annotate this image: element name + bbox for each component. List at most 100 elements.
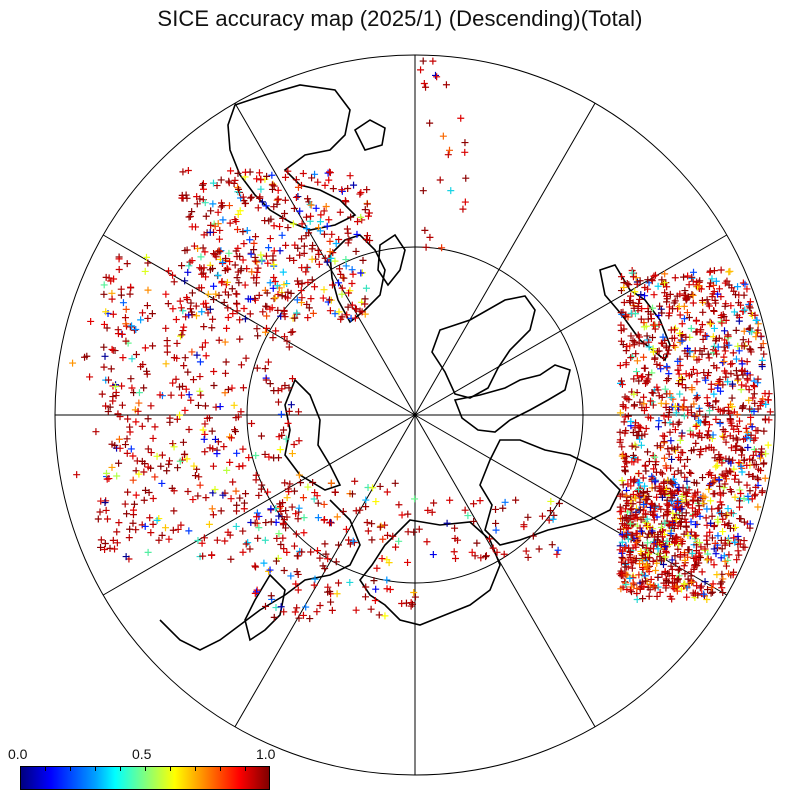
accuracy-marker (128, 322, 136, 330)
accuracy-marker (404, 558, 412, 566)
accuracy-marker (135, 399, 143, 407)
accuracy-marker (266, 279, 274, 287)
coast-europe (227, 84, 357, 231)
accuracy-marker (712, 277, 720, 285)
accuracy-marker (705, 427, 713, 435)
accuracy-marker (629, 273, 637, 281)
accuracy-marker (742, 382, 750, 390)
accuracy-marker (246, 295, 254, 303)
accuracy-marker (316, 554, 324, 562)
accuracy-marker (726, 467, 734, 475)
accuracy-marker (251, 562, 259, 570)
accuracy-marker (762, 400, 770, 408)
accuracy-marker (633, 357, 641, 365)
accuracy-marker (118, 330, 126, 338)
accuracy-marker (106, 403, 114, 411)
accuracy-marker (451, 524, 459, 532)
accuracy-marker (133, 457, 141, 465)
accuracy-marker (285, 407, 293, 415)
accuracy-marker (132, 418, 140, 426)
accuracy-marker (695, 417, 703, 425)
accuracy-marker (166, 418, 174, 426)
accuracy-marker (621, 563, 629, 571)
accuracy-marker (116, 413, 124, 421)
accuracy-marker (619, 515, 627, 523)
accuracy-marker (710, 522, 718, 530)
accuracy-marker (627, 332, 635, 340)
accuracy-marker (176, 297, 184, 305)
accuracy-marker (715, 285, 723, 293)
accuracy-marker (335, 236, 343, 244)
accuracy-marker (639, 513, 647, 521)
accuracy-marker (259, 308, 267, 316)
accuracy-marker (328, 606, 336, 614)
accuracy-marker (285, 384, 293, 392)
accuracy-marker (248, 193, 256, 201)
accuracy-marker (308, 255, 316, 263)
accuracy-marker (278, 231, 286, 239)
accuracy-marker (369, 484, 377, 492)
accuracy-marker (224, 291, 232, 299)
accuracy-marker (129, 519, 137, 527)
accuracy-marker (183, 455, 191, 463)
accuracy-marker (667, 393, 675, 401)
accuracy-marker (714, 384, 722, 392)
accuracy-marker (700, 590, 708, 598)
accuracy-marker (429, 551, 437, 559)
accuracy-marker (747, 431, 755, 439)
accuracy-marker (553, 550, 561, 558)
accuracy-marker (107, 365, 115, 373)
accuracy-marker (722, 373, 730, 381)
accuracy-marker (200, 534, 208, 542)
accuracy-marker (162, 360, 170, 368)
accuracy-marker (696, 328, 704, 336)
accuracy-marker (299, 611, 307, 619)
accuracy-marker (667, 478, 675, 486)
accuracy-marker (661, 519, 669, 527)
accuracy-marker (344, 239, 352, 247)
accuracy-marker (183, 294, 191, 302)
accuracy-marker (69, 359, 77, 367)
accuracy-marker (113, 539, 121, 547)
accuracy-marker (754, 375, 762, 383)
accuracy-marker (651, 271, 659, 279)
accuracy-marker (398, 599, 406, 607)
accuracy-marker (682, 509, 690, 517)
accuracy-marker (687, 430, 695, 438)
accuracy-marker (320, 500, 328, 508)
accuracy-marker (322, 203, 330, 211)
accuracy-marker (717, 318, 725, 326)
accuracy-marker (678, 540, 686, 548)
accuracy-marker (278, 431, 286, 439)
accuracy-marker (255, 169, 263, 177)
accuracy-marker (273, 200, 281, 208)
accuracy-marker (320, 286, 328, 294)
accuracy-marker (250, 274, 258, 282)
accuracy-marker (317, 211, 325, 219)
accuracy-marker (730, 534, 738, 542)
accuracy-marker (699, 474, 707, 482)
accuracy-marker (188, 223, 196, 231)
accuracy-marker (703, 540, 711, 548)
accuracy-marker (217, 176, 225, 184)
accuracy-marker (311, 575, 319, 583)
accuracy-marker (288, 375, 296, 383)
accuracy-marker (191, 472, 199, 480)
accuracy-marker (175, 383, 183, 391)
accuracy-marker (272, 604, 280, 612)
colorbar-tick (70, 766, 71, 771)
accuracy-marker (696, 407, 704, 415)
accuracy-marker (284, 485, 292, 493)
accuracy-marker (685, 313, 693, 321)
accuracy-marker (679, 484, 687, 492)
accuracy-marker (471, 552, 479, 560)
accuracy-marker (680, 562, 688, 570)
accuracy-marker (115, 519, 123, 527)
accuracy-marker (678, 505, 686, 513)
accuracy-marker (269, 334, 277, 342)
map-title: SICE accuracy map (2025/1) (Descending)(… (157, 6, 643, 31)
accuracy-marker (704, 371, 712, 379)
accuracy-marker (668, 572, 676, 580)
accuracy-marker (311, 170, 319, 178)
accuracy-marker (362, 496, 370, 504)
